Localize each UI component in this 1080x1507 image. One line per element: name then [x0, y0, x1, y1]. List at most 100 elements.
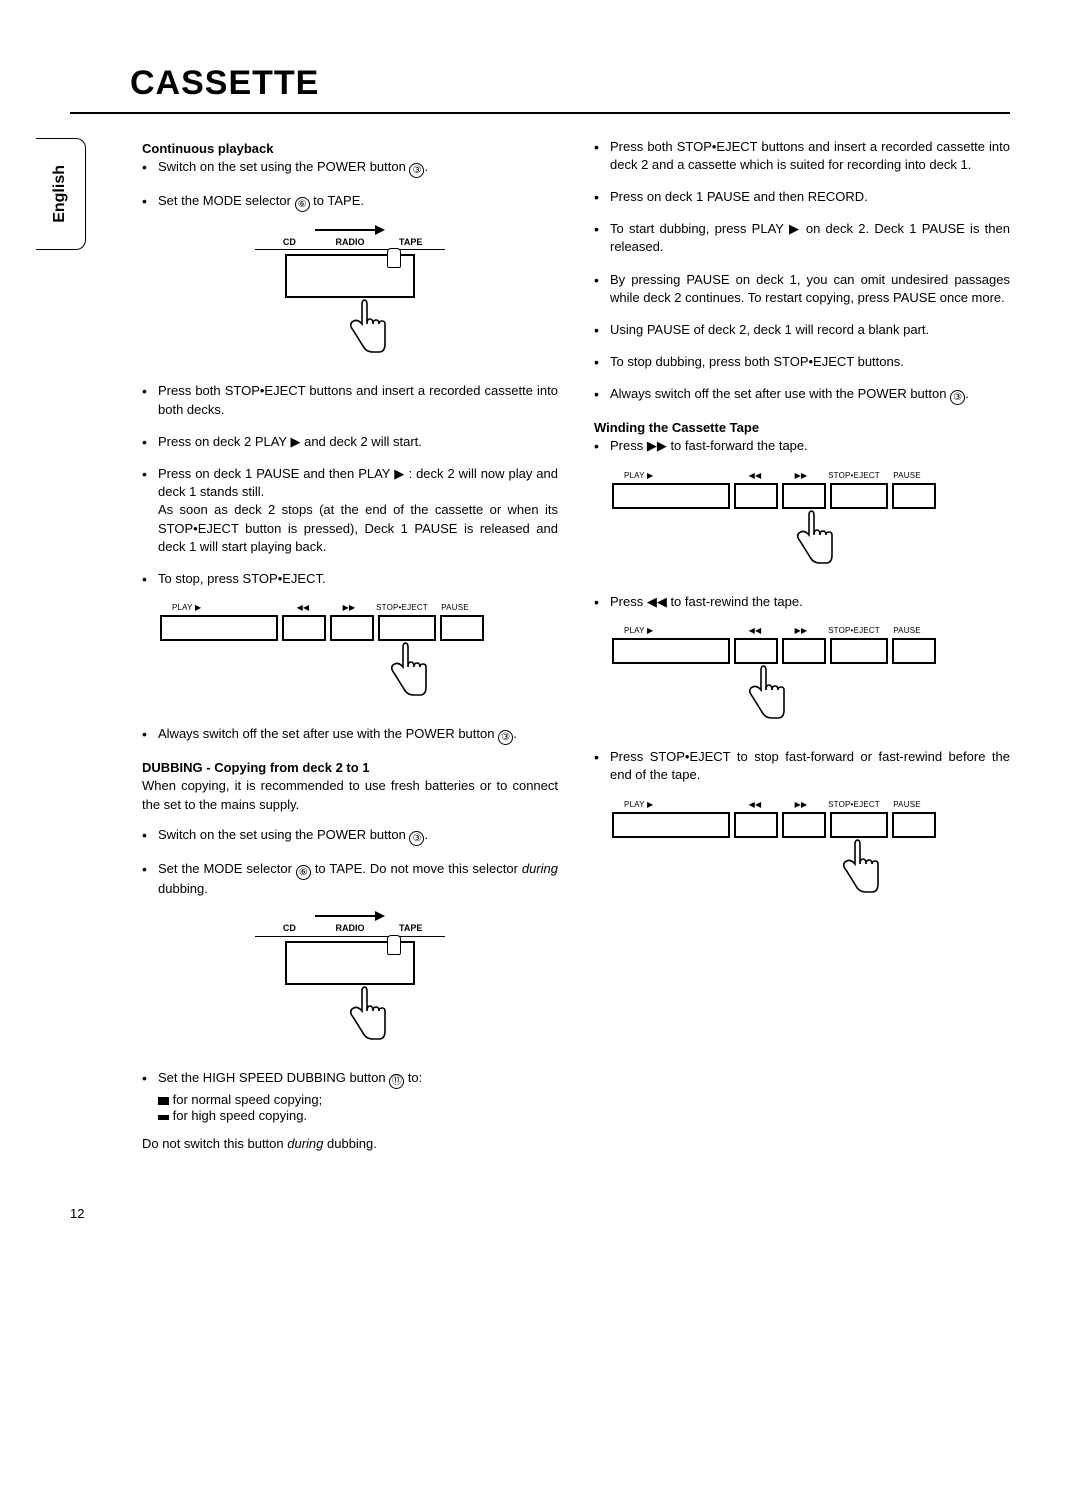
text: Set the HIGH SPEED DUBBING button — [158, 1070, 389, 1085]
label-rew: ◀◀ — [732, 625, 778, 636]
mode-selector-diagram: CD RADIO TAPE — [255, 226, 445, 365]
mode-label-cd: CD — [259, 922, 320, 935]
deck-labels-row: PLAY ▶ ◀◀ ▶▶ STOP•EJECT PAUSE — [612, 625, 932, 636]
text: to TAPE. — [310, 193, 364, 208]
deck-buttons-diagram: PLAY ▶ ◀◀ ▶▶ STOP•EJECT PAUSE — [160, 602, 480, 707]
label-stop-eject: STOP•EJECT — [824, 799, 884, 810]
text: Always switch off the set after use with… — [610, 386, 950, 401]
continuous-playback-list-3: Always switch off the set after use with… — [142, 725, 558, 745]
mode-knob — [387, 935, 401, 955]
content-columns: English Continuous playback Switch on th… — [70, 138, 1010, 1166]
text: for normal speed copying; — [169, 1092, 322, 1107]
left-column: Continuous playback Switch on the set us… — [142, 138, 558, 1166]
deck-button — [160, 615, 278, 641]
dubbing-list-2: Set the HIGH SPEED DUBBING button ⑪ to: — [142, 1069, 558, 1089]
mode-label-tape: TAPE — [380, 922, 441, 935]
label-rew: ◀◀ — [280, 602, 326, 613]
heading-winding: Winding the Cassette Tape — [594, 419, 1010, 437]
deck-button — [612, 483, 730, 509]
list-item: Always switch off the set after use with… — [142, 725, 558, 745]
label-pause: PAUSE — [884, 625, 930, 636]
list-item: Set the MODE selector ⑥ to TAPE. — [142, 192, 558, 212]
list-item: Press both STOP•EJECT buttons and insert… — [594, 138, 1010, 174]
ref-power: ③ — [409, 831, 424, 846]
text-italic: during — [287, 1136, 323, 1151]
label-rew: ◀◀ — [732, 470, 778, 481]
label-pause: PAUSE — [884, 799, 930, 810]
list-item: Press on deck 1 PAUSE and then PLAY ▶ : … — [142, 465, 558, 556]
label-stop-eject: STOP•EJECT — [372, 602, 432, 613]
list-item: Switch on the set using the POWER button… — [142, 826, 558, 846]
right-column: Press both STOP•EJECT buttons and insert… — [594, 138, 1010, 1166]
list-item: To start dubbing, press PLAY ▶ on deck 2… — [594, 220, 1010, 256]
text: to TAPE. Do not move this selector — [311, 861, 522, 876]
language-tab-text: English — [49, 165, 71, 223]
hand-icon — [836, 834, 886, 904]
hand-icon — [343, 981, 393, 1051]
high-speed-icon — [158, 1115, 169, 1120]
list-item: Press ▶▶ to fast-forward the tape. — [594, 437, 1010, 455]
ref-mode: ⑥ — [296, 865, 311, 880]
deck-button — [734, 812, 778, 838]
label-stop-eject: STOP•EJECT — [824, 470, 884, 481]
deck-labels-row: PLAY ▶ ◀◀ ▶▶ STOP•EJECT PAUSE — [160, 602, 480, 613]
heading-continuous-playback: Continuous playback — [142, 140, 558, 158]
deck-buttons-row — [612, 483, 932, 509]
deck-button — [612, 812, 730, 838]
list-item: Press ◀◀ to fast-rewind the tape. — [594, 593, 1010, 611]
list-item: Press on deck 1 PAUSE and then RECORD. — [594, 188, 1010, 206]
deck-labels-row: PLAY ▶ ◀◀ ▶▶ STOP•EJECT PAUSE — [612, 470, 932, 481]
arrow-icon — [315, 912, 385, 920]
dubbing-list: Switch on the set using the POWER button… — [142, 826, 558, 898]
list-item: To stop dubbing, press both STOP•EJECT b… — [594, 353, 1010, 371]
list-item: By pressing PAUSE on deck 1, you can omi… — [594, 271, 1010, 307]
dubbing-continued-list: Press both STOP•EJECT buttons and insert… — [594, 138, 1010, 406]
hand-icon — [384, 637, 434, 707]
text: As soon as deck 2 stops (at the end of t… — [158, 502, 558, 553]
hand-icon — [742, 660, 792, 730]
label-play: PLAY ▶ — [160, 602, 280, 613]
label-ff: ▶▶ — [778, 470, 824, 481]
hand-icon — [790, 505, 840, 575]
ref-power: ③ — [409, 163, 424, 178]
list-item: Switch on the set using the POWER button… — [142, 158, 558, 178]
deck-button — [282, 615, 326, 641]
label-play: PLAY ▶ — [612, 625, 732, 636]
continuous-playback-list-2: Press both STOP•EJECT buttons and insert… — [142, 382, 558, 588]
deck-button — [830, 638, 888, 664]
label-rew: ◀◀ — [732, 799, 778, 810]
normal-speed-icon — [158, 1097, 169, 1105]
language-tab-box: English — [36, 138, 86, 250]
dubbing-speed-high: for high speed copying. — [142, 1107, 558, 1125]
winding-list-3: Press STOP•EJECT to stop fast-forward or… — [594, 748, 1010, 784]
label-play: PLAY ▶ — [612, 470, 732, 481]
mode-box — [285, 254, 415, 298]
winding-list-1: Press ▶▶ to fast-forward the tape. — [594, 437, 1010, 455]
label-pause: PAUSE — [432, 602, 478, 613]
label-ff: ▶▶ — [778, 799, 824, 810]
title-rule — [70, 112, 1010, 114]
list-item: Set the HIGH SPEED DUBBING button ⑪ to: — [142, 1069, 558, 1089]
dubbing-intro: When copying, it is recommended to use f… — [142, 777, 558, 813]
hand-icon — [343, 294, 393, 364]
page-title: CASSETTE — [70, 60, 1010, 108]
deck-button — [892, 483, 936, 509]
text: Do not switch this button — [142, 1136, 287, 1151]
text: Set the MODE selector — [158, 193, 295, 208]
deck-button — [330, 615, 374, 641]
deck-button — [440, 615, 484, 641]
mode-labels: CD RADIO TAPE — [255, 236, 445, 251]
list-item: Using PAUSE of deck 2, deck 1 will recor… — [594, 321, 1010, 339]
deck-button — [612, 638, 730, 664]
mode-labels: CD RADIO TAPE — [255, 922, 445, 937]
continuous-playback-list: Switch on the set using the POWER button… — [142, 158, 558, 212]
page-number: 12 — [70, 1205, 1010, 1223]
deck-buttons-diagram-se: PLAY ▶ ◀◀ ▶▶ STOP•EJECT PAUSE — [612, 799, 932, 904]
text: Always switch off the set after use with… — [158, 726, 498, 741]
list-item: Set the MODE selector ⑥ to TAPE. Do not … — [142, 860, 558, 898]
deck-button — [782, 812, 826, 838]
deck-button — [892, 638, 936, 664]
winding-list-2: Press ◀◀ to fast-rewind the tape. — [594, 593, 1010, 611]
label-stop-eject: STOP•EJECT — [824, 625, 884, 636]
ref-dub: ⑪ — [389, 1074, 404, 1089]
